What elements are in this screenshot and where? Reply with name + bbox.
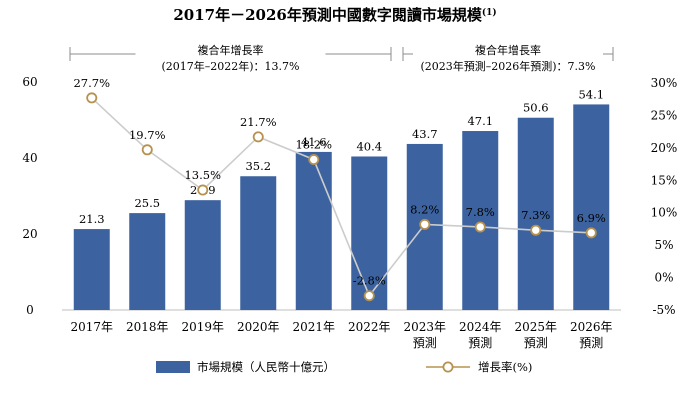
bar-series: 21.325.528.935.241.640.443.747.150.654.1 [73,87,610,310]
x-axis-label: 2021年 [292,320,335,334]
market-size-value-label: 25.5 [134,196,160,210]
market-size-bar [573,104,610,310]
cagr-value: (2023年預測–2026年預測)：7.3% [420,59,595,73]
left-axis-tick: 20 [22,227,37,241]
right-axis-tick: 30% [651,76,678,90]
market-size-value-label: 50.6 [523,101,549,115]
axes: 0 20 40 60 -5% 0% 5% 10% 15% 20% 25% 30% [22,75,677,317]
growth-rate-label: 27.7% [73,76,110,90]
growth-rate-line [91,97,592,298]
right-axis-tick: 15% [651,173,678,187]
right-axis-tick: 20% [651,141,678,155]
growth-rate-label: 18.2% [295,138,332,152]
chart-title-note: (1) [482,7,497,18]
x-axis-label: 2023年 [403,320,446,334]
market-size-bar [73,229,110,310]
x-axis-label: 2018年 [126,320,169,334]
growth-rate-label: 7.3% [521,208,550,222]
market-size-value-label: 35.2 [245,159,271,173]
market-size-bar [517,117,554,310]
market-size-value-label: 43.7 [412,127,438,141]
market-size-value-label: 54.1 [578,87,604,101]
chart-title: 2017年－2026年預測中國數字閱讀市場規模(1) [173,6,496,24]
growth-rate-point [197,184,209,196]
market-size-value-label: 41.6 [301,135,327,149]
x-axis-label: 預測 [579,336,603,350]
growth-rate-label: 8.2% [410,202,439,216]
legend: 市場規模（人民幣十億元） 增長率(%) [156,360,532,374]
growth-rate-point [585,227,597,239]
growth-rate-point [363,290,375,302]
right-axis-tick: -5% [652,303,675,317]
left-axis-tick: 40 [22,151,37,165]
x-axis-label: 2026年 [570,320,613,334]
legend-line-marker [442,361,454,373]
legend-bar-swatch [156,361,190,373]
x-axis-label: 2017年 [70,320,113,334]
growth-rate-label: 13.5% [184,168,221,182]
market-size-bar [351,156,388,310]
growth-line-series: 27.7% 19.7% 13.5% 21.7% 18.2% -2.8% 8.2% 7.8% 7.… [73,76,606,302]
market-size-bar [295,151,332,310]
right-axis-tick: 10% [651,206,678,220]
x-axis-label: 預測 [413,336,437,350]
market-size-value-label: 40.4 [356,139,382,153]
market-size-bar [129,213,166,310]
growth-rate-label: 19.7% [129,128,166,142]
chart-title-text: 2017年－2026年預測中國數字閱讀市場規模 [173,6,482,24]
left-axis-tick: 60 [22,75,37,89]
growth-rate-label: 6.9% [577,211,606,225]
cagr-value: (2017年–2022年)：13.7% [161,59,299,73]
growth-rate-label: 7.8% [466,205,495,219]
cagr-label: 複合年增長率 [475,43,541,57]
x-axis-labels: 2017年 2018年 2019年 2020年 2021年 2022年 2023年預測 202… [70,320,612,350]
x-axis-label: 預測 [468,336,492,350]
growth-rate-point [252,131,264,143]
x-axis-label: 2024年 [459,320,502,334]
left-axis-tick: 0 [26,303,34,317]
growth-rate-point [474,221,486,233]
x-axis-label: 2019年 [181,320,224,334]
right-axis-tick: 5% [654,238,673,252]
x-axis-label: 2020年 [237,320,280,334]
cagr-label-background [135,40,326,74]
growth-rate-label: 21.7% [240,115,277,129]
legend-line-label: 增長率(%) [478,360,532,374]
right-axis-tick: 25% [651,108,678,122]
market-size-bar [184,200,221,310]
growth-rate-point [308,154,320,166]
x-axis-label: 預測 [524,336,548,350]
market-size-value-label: 21.3 [79,212,105,226]
market-size-value-label: 47.1 [467,114,493,128]
growth-rate-point [419,218,431,230]
right-axis-tick: 0% [654,271,673,285]
growth-rate-point [141,144,153,156]
growth-rate-label: -2.8% [353,274,386,288]
growth-rate-point [530,224,542,236]
cagr-annotations: 複合年增長率 (2017年–2022年)：13.7% 複合年增長率 (2023年預測–… [69,40,614,74]
market-size-bar [240,176,277,310]
x-axis-label: 2025年 [514,320,557,334]
legend-bar-label: 市場規模（人民幣十億元） [197,360,335,374]
growth-rate-point [86,92,98,104]
cagr-label-background [413,40,603,74]
x-axis-label: 2022年 [348,320,391,334]
market-size-bar [462,131,499,310]
cagr-label: 複合年增長率 [198,43,264,57]
